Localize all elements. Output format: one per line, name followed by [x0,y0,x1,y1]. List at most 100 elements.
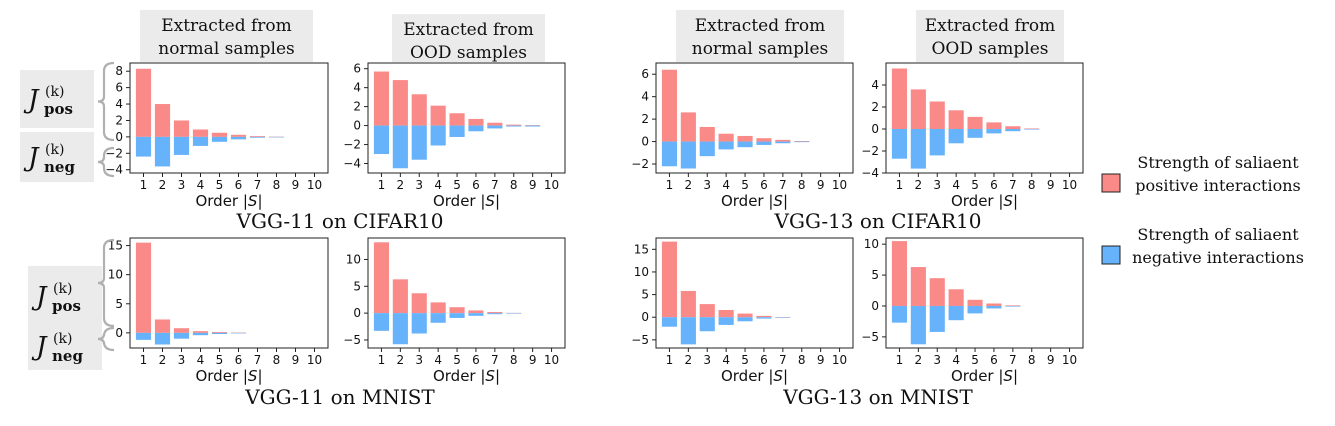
negative-bar [430,313,446,323]
x-tick-label: 9 [529,353,537,367]
negative-bar [154,136,171,167]
positive-bar [430,302,446,314]
negative-bar [392,313,408,345]
x-tick-label: 10 [832,178,847,192]
y-tick-label: 10 [108,268,123,282]
negative-bar [986,129,1002,134]
positive-bar [154,104,171,137]
positive-bar [506,124,522,126]
positive-bar [737,313,753,318]
positive-bar [392,279,408,314]
negative-bar [929,305,945,332]
brace-pos-2 [97,238,115,328]
y-tick-label: −4 [343,157,361,171]
y-tick-label: 2 [871,100,879,114]
x-tick-label: 2 [915,178,923,192]
negative-bar [661,141,678,167]
x-tick-label: 7 [491,353,499,367]
plot-frame [367,237,566,349]
positive-bar [173,328,190,333]
x-tick-label: 2 [159,353,167,367]
j-pos-label-superscript: (k) [45,84,64,100]
y-tick-label: 2 [641,112,649,126]
brace-neg-2 [97,326,115,352]
x-tick-label: 1 [378,353,386,367]
y-tick-label: 5 [641,288,649,302]
x-tick-label: 8 [510,353,518,367]
positive-bar [661,241,678,318]
x-tick-label: 7 [491,178,499,192]
j-neg-label-2: J [31,332,48,362]
column-header-box [392,14,545,62]
y-tick-label: 0 [871,299,879,313]
negative-bar [135,136,152,157]
negative-bar [891,305,908,323]
positive-bar [506,312,522,314]
x-tick-label: 5 [216,178,224,192]
j-pos-label-2-subscript: pos [52,297,81,315]
x-tick-label: 3 [703,353,711,367]
negative-bar [929,129,945,156]
negative-bar [1005,129,1021,132]
legend-label: Strength of saliaent [1137,153,1299,172]
j-neg-label-superscript: (k) [45,142,64,158]
y-tick-label: −5 [861,330,879,344]
plot-frame [129,237,329,349]
x-tick-label: 5 [971,178,979,192]
x-tick-label: 6 [760,178,768,192]
y-tick-label: 0 [641,135,649,149]
plot-frame [655,237,854,349]
x-tick-label: 2 [397,353,405,367]
negative-bar [449,313,465,318]
negative-bar [680,141,696,169]
x-axis-label: Order |S| [433,192,500,210]
y-tick-label: 4 [871,78,879,92]
y-tick-label: −5 [343,333,361,347]
column-header-text: Extracted from [695,16,826,36]
x-tick-label: 3 [703,178,711,192]
column-header-text: normal samples [158,39,295,59]
plot-frame [367,62,566,174]
x-tick-label: 1 [140,353,148,367]
x-tick-label: 7 [779,353,787,367]
x-tick-label: 2 [915,353,923,367]
x-axis-label: Order |S| [951,192,1018,210]
negative-bar [392,125,408,169]
x-tick-label: 8 [510,178,518,192]
y-tick-label: −2 [343,138,361,152]
y-tick-label: 10 [346,252,361,266]
positive-bar [1024,128,1040,129]
column-header-box [916,10,1064,62]
j-pos-label-2-superscript: (k) [53,281,72,297]
negative-bar [411,125,427,160]
positive-bar [487,122,503,126]
negative-bar [756,141,772,145]
positive-bar [249,136,266,137]
plot-frame [885,62,1084,174]
x-tick-label: 3 [178,353,186,367]
positive-bar [211,331,228,333]
x-axis-label: Order |S| [195,192,262,210]
x-tick-label: 5 [971,353,979,367]
negative-bar [910,305,926,345]
x-tick-label: 2 [685,353,693,367]
column-header-text: Extracted from [925,16,1056,36]
y-tick-label: −5 [631,333,649,347]
group-title: VGG-13 on MNIST [782,385,973,409]
positive-bar [948,289,964,306]
negative-bar [737,317,753,322]
j-pos-label: J [23,85,40,115]
x-tick-label: 1 [140,178,148,192]
plot-frame [885,237,1084,349]
negative-bar [910,129,926,169]
x-axis-label: Order |S| [721,367,788,385]
x-tick-label: 4 [722,178,730,192]
positive-bar [737,135,753,142]
positive-bar [661,69,678,142]
j-neg-label-subscript: neg [44,158,75,176]
x-tick-label: 8 [273,353,281,367]
positive-bar [373,71,390,126]
y-tick-label: 4 [641,90,649,104]
y-tick-label: 6 [115,81,123,95]
y-tick-label: 2 [115,113,123,127]
